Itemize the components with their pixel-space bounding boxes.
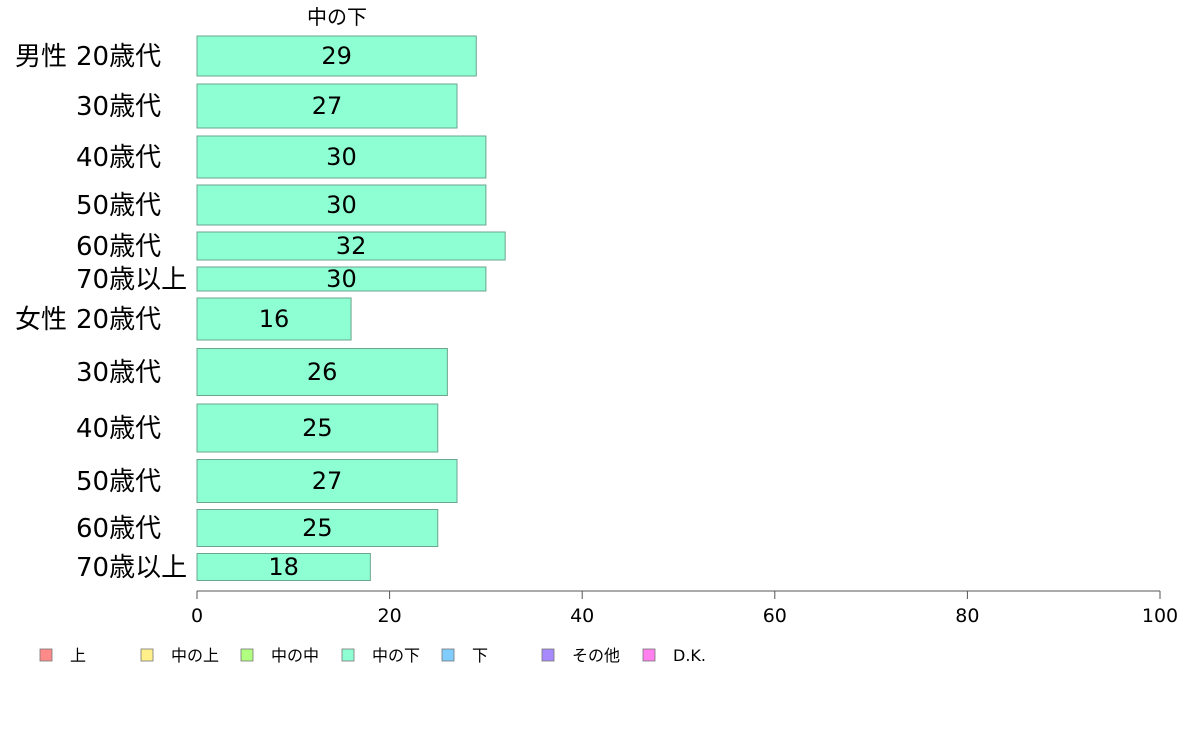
bar-value-label: 29 [321,42,352,70]
bar [196,135,487,179]
bar [196,35,477,77]
bar [196,83,458,129]
bar [196,184,487,226]
category-label: 40歳代 [76,143,161,173]
group-label: 女性 [15,305,67,335]
category-label: 30歳代 [76,358,161,388]
bar-value-label: 25 [302,514,333,542]
legend-label: 中の中 [271,646,319,665]
bar-value-label: 30 [326,265,357,293]
x-tick-label: 40 [570,605,594,627]
group-label: 男性 [15,42,67,72]
legend-label: その他 [572,646,620,665]
legend-label: 下 [472,646,488,665]
category-label: 60歳代 [76,232,161,262]
bar [196,403,439,453]
category-label: 70歳以上 [76,553,187,583]
legend-swatch [140,648,154,662]
x-axis: 0 20 40 60 80 100 [191,590,1178,627]
legend-label: D.K. [673,646,706,665]
legend-swatch [541,648,555,662]
bar-value-label: 18 [268,553,299,581]
bar-value-label: 32 [336,232,367,260]
legend-swatch [240,648,254,662]
bar-value-label: 25 [302,414,333,442]
legend-label: 上 [70,646,86,665]
bars: 2920歳代男性2730歳代3040歳代3050歳代3260歳代3070歳以上1… [15,35,506,583]
category-label: 30歳代 [76,92,161,122]
category-label: 20歳代 [76,305,161,335]
legend-label: 中の上 [171,646,219,665]
x-tick-label: 80 [955,605,979,627]
legend-label: 中の下 [372,646,420,665]
category-label: 20歳代 [76,42,161,72]
category-label: 40歳代 [76,414,161,444]
bar-value-label: 27 [312,92,343,120]
legend-swatch [39,648,53,662]
legend: 上 中の上 中の中 中の下 下 その他 D.K. [39,646,706,665]
x-tick-label: 0 [191,605,203,627]
legend-swatch [441,648,455,662]
bar [196,509,439,547]
bar-value-label: 30 [326,143,357,171]
bar [196,231,506,261]
x-tick-label: 60 [763,605,787,627]
bar [196,459,458,503]
category-label: 70歳以上 [76,265,187,295]
x-tick-label: 100 [1142,605,1178,627]
bar-value-label: 30 [326,191,357,219]
bar [196,266,487,292]
x-tick-label: 20 [378,605,402,627]
chart-title: 中の下 [307,5,367,29]
bar [196,297,352,341]
legend-swatch [341,648,355,662]
bar-value-label: 27 [312,467,343,495]
category-label: 50歳代 [76,467,161,497]
category-label: 60歳代 [76,514,161,544]
bar-value-label: 16 [259,305,290,333]
bar-value-label: 26 [307,358,338,386]
legend-swatch [642,648,656,662]
bar [196,348,448,396]
bar [196,553,371,581]
category-label: 50歳代 [76,191,161,221]
